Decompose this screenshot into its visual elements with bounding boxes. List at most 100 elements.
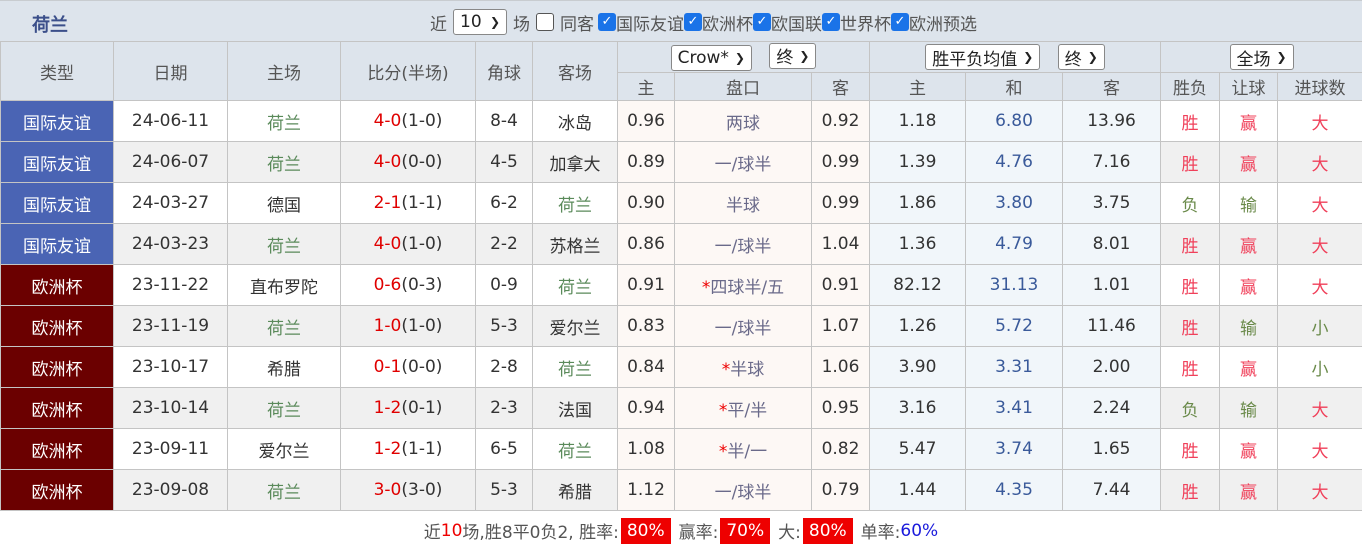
table-row[interactable]: 欧洲杯 23-11-22 直布罗陀 0-6(0-3) 0-9 荷兰 0.91 *… [1, 265, 1362, 306]
away-team-cell[interactable]: 荷兰 [533, 429, 618, 470]
summary-count: 10 [441, 521, 463, 541]
asian-home-odds: 1.12 [618, 470, 675, 511]
type-cell[interactable]: 欧洲杯 [1, 306, 114, 347]
type-cell[interactable]: 国际友谊 [1, 142, 114, 183]
col-wl: 胜负 [1161, 73, 1220, 101]
type-cell[interactable]: 欧洲杯 [1, 347, 114, 388]
table-row[interactable]: 国际友谊 24-06-07 荷兰 4-0(0-0) 4-5 加拿大 0.89 一… [1, 142, 1362, 183]
type-cell[interactable]: 欧洲杯 [1, 388, 114, 429]
competition-checkbox[interactable]: ✓ [891, 13, 909, 31]
home-team-cell[interactable]: 荷兰 [228, 388, 341, 429]
asian-away-odds: 1.06 [812, 347, 870, 388]
type-cell[interactable]: 欧洲杯 [1, 265, 114, 306]
big-rate-label: 大: [778, 518, 801, 543]
table-row[interactable]: 欧洲杯 23-11-19 荷兰 1-0(1-0) 5-3 爱尔兰 0.83 一/… [1, 306, 1362, 347]
type-cell[interactable]: 国际友谊 [1, 101, 114, 142]
table-row[interactable]: 欧洲杯 23-10-14 荷兰 1-2(0-1) 2-3 法国 0.94 *平/… [1, 388, 1362, 429]
competition-checkbox[interactable]: ✓ [753, 13, 771, 31]
col-goals: 进球数 [1278, 73, 1362, 101]
table-row[interactable]: 国际友谊 24-03-27 德国 2-1(1-1) 6-2 荷兰 0.90 半球… [1, 183, 1362, 224]
col-euro-home: 主 [870, 73, 966, 101]
period-value: 全场 [1237, 45, 1271, 70]
table-row[interactable]: 国际友谊 24-06-11 荷兰 4-0(1-0) 8-4 冰岛 0.96 两球… [1, 101, 1362, 142]
win-loss-cell: 胜 [1161, 470, 1220, 511]
handicap-text: 四球半/五 [710, 278, 784, 298]
handicap-line: *平/半 [675, 388, 812, 429]
competition-checkbox[interactable]: ✓ [822, 13, 840, 31]
type-cell[interactable]: 欧洲杯 [1, 470, 114, 511]
home-team-cell[interactable]: 荷兰 [228, 306, 341, 347]
table-row[interactable]: 国际友谊 24-03-23 荷兰 4-0(1-0) 2-2 苏格兰 0.86 一… [1, 224, 1362, 265]
asian-home-odds: 0.90 [618, 183, 675, 224]
match-table: 类型 日期 主场 比分(半场) 角球 客场 Crow*❯ 终❯ 胜平负均值❯ 终… [0, 41, 1362, 511]
big-rate-badge: 80% [803, 518, 853, 544]
home-team-cell[interactable]: 德国 [228, 183, 341, 224]
table-row[interactable]: 欧洲杯 23-09-11 爱尔兰 1-2(1-1) 6-5 荷兰 1.08 *半… [1, 429, 1362, 470]
hcp-rate-badge: 70% [720, 518, 770, 544]
away-team-cell[interactable]: 加拿大 [533, 142, 618, 183]
table-row[interactable]: 欧洲杯 23-10-17 希腊 0-1(0-0) 2-8 荷兰 0.84 *半球… [1, 347, 1362, 388]
half-time-score: (0-3) [401, 275, 442, 295]
asian-company-select[interactable]: Crow* ❯ [671, 45, 752, 71]
home-team-cell[interactable]: 荷兰 [228, 224, 341, 265]
euro-draw-odds: 31.13 [966, 265, 1063, 306]
euro-stage-select[interactable]: 终❯ [1058, 44, 1105, 70]
table-row[interactable]: 欧洲杯 23-09-08 荷兰 3-0(3-0) 5-3 希腊 1.12 一/球… [1, 470, 1362, 511]
asian-company-value: Crow* [678, 48, 729, 68]
full-time-score: 2-1 [374, 193, 402, 213]
away-team-cell[interactable]: 荷兰 [533, 183, 618, 224]
home-team-cell[interactable]: 荷兰 [228, 142, 341, 183]
home-team-cell[interactable]: 荷兰 [228, 470, 341, 511]
period-select[interactable]: 全场❯ [1230, 44, 1294, 70]
handicap-text: 一/球半 [715, 237, 772, 257]
corner-cell: 5-3 [476, 306, 533, 347]
away-team-cell[interactable]: 法国 [533, 388, 618, 429]
win-loss-cell: 负 [1161, 388, 1220, 429]
corner-cell: 4-5 [476, 142, 533, 183]
same-away-checkbox[interactable] [536, 13, 554, 31]
score-cell: 1-2(0-1) [341, 388, 476, 429]
filters: 近 10❯ 场 同客 ✓国际友谊✓欧洲杯✓欧国联✓世界杯✓欧洲预选 [430, 9, 977, 35]
chevron-down-icon: ❯ [1023, 50, 1033, 64]
competition-checkbox[interactable]: ✓ [684, 13, 702, 31]
type-cell[interactable]: 国际友谊 [1, 224, 114, 265]
full-time-score: 0-1 [374, 357, 402, 377]
home-team-cell[interactable]: 爱尔兰 [228, 429, 341, 470]
half-time-score: (0-0) [401, 357, 442, 377]
date-cell: 23-09-08 [114, 470, 228, 511]
home-team-cell[interactable]: 希腊 [228, 347, 341, 388]
score-cell: 0-6(0-3) [341, 265, 476, 306]
team-title: 荷兰 [32, 11, 68, 37]
euro-draw-odds: 4.35 [966, 470, 1063, 511]
handicap-text: 平/半 [727, 401, 767, 421]
away-team-cell[interactable]: 爱尔兰 [533, 306, 618, 347]
goals-result-cell: 大 [1278, 224, 1362, 265]
away-team-cell[interactable]: 荷兰 [533, 347, 618, 388]
win-loss-cell: 胜 [1161, 224, 1220, 265]
type-cell[interactable]: 国际友谊 [1, 183, 114, 224]
home-team-cell[interactable]: 直布罗陀 [228, 265, 341, 306]
handicap-result-cell: 赢 [1220, 470, 1278, 511]
chevron-down-icon: ❯ [735, 51, 745, 65]
date-cell: 23-11-19 [114, 306, 228, 347]
away-team-cell[interactable]: 苏格兰 [533, 224, 618, 265]
count-select[interactable]: 10❯ [453, 9, 507, 35]
euro-company-select[interactable]: 胜平负均值❯ [925, 44, 1040, 70]
summary-pre: 近 [424, 518, 441, 543]
away-team-cell[interactable]: 荷兰 [533, 265, 618, 306]
euro-draw-odds: 4.79 [966, 224, 1063, 265]
competition-label: 欧国联 [771, 10, 822, 35]
asian-home-odds: 1.08 [618, 429, 675, 470]
asian-stage-select[interactable]: 终❯ [769, 43, 816, 69]
asian-home-odds: 0.83 [618, 306, 675, 347]
win-loss-cell: 负 [1161, 183, 1220, 224]
away-team-cell[interactable]: 希腊 [533, 470, 618, 511]
away-team-cell[interactable]: 冰岛 [533, 101, 618, 142]
corner-cell: 6-2 [476, 183, 533, 224]
asian-home-odds: 0.84 [618, 347, 675, 388]
handicap-text: 两球 [726, 114, 760, 134]
type-cell[interactable]: 欧洲杯 [1, 429, 114, 470]
handicap-text: 一/球半 [715, 483, 772, 503]
home-team-cell[interactable]: 荷兰 [228, 101, 341, 142]
competition-checkbox[interactable]: ✓ [598, 13, 616, 31]
